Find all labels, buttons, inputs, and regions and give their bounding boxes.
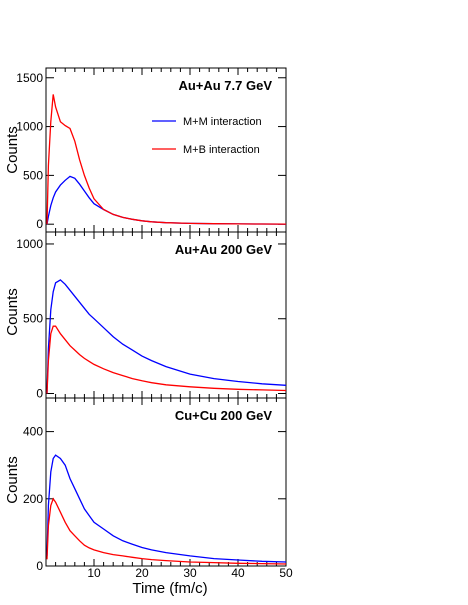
svg-text:Counts: Counts xyxy=(4,126,21,174)
panel-label: Cu+Cu 200 GeV xyxy=(175,408,273,423)
y-tick-label: 1000 xyxy=(16,120,43,134)
legend-label-1: M+M interaction xyxy=(183,116,262,128)
y-tick-label: 200 xyxy=(23,492,43,506)
y-tick-label: 0 xyxy=(36,387,43,401)
y-tick-label: 500 xyxy=(23,168,43,182)
series-2-line xyxy=(46,94,287,225)
x-tick-label: 30 xyxy=(183,566,197,580)
y-tick-label: 1000 xyxy=(16,237,43,251)
y-tick-label: 400 xyxy=(23,425,43,439)
x-tick-label: 10 xyxy=(87,566,101,580)
series-2-line xyxy=(46,497,287,565)
x-tick-label: 20 xyxy=(135,566,149,580)
x-tick-label: 50 xyxy=(279,566,293,580)
panel-label: Au+Au 7.7 GeV xyxy=(178,78,272,93)
series-1-line xyxy=(46,279,287,394)
x-tick-label: 40 xyxy=(231,566,245,580)
y-tick-label: 0 xyxy=(36,217,43,231)
y-axis-title-panel-2: Counts xyxy=(4,288,21,336)
y-tick-label: 500 xyxy=(23,312,43,326)
legend-label-2: M+B interaction xyxy=(183,144,260,156)
series-1-line xyxy=(46,175,287,225)
series-1-line xyxy=(46,454,287,563)
y-tick-label: 1500 xyxy=(16,71,43,85)
y-axis-title-panel-3: Counts xyxy=(4,456,21,504)
panel-3: 0 200 400 Cu+Cu 200 GeV xyxy=(23,397,287,573)
svg-text:Counts: Counts xyxy=(4,288,21,336)
y-axis-title-panel-1: Counts xyxy=(4,126,21,174)
x-axis-title: Time (fm/c) xyxy=(132,580,207,597)
panel-frame xyxy=(45,397,287,567)
panel-2: 0 500 1000 Au+Au 200 GeV xyxy=(16,231,287,401)
panel-1: 0 500 1000 1500 Au+Au 7.7 GeV M+M interaction… xyxy=(16,67,287,233)
y-tick-label: 0 xyxy=(36,559,43,573)
panel-label: Au+Au 200 GeV xyxy=(175,242,273,257)
svg-text:Counts: Counts xyxy=(4,456,21,504)
series-2-line xyxy=(46,325,287,394)
